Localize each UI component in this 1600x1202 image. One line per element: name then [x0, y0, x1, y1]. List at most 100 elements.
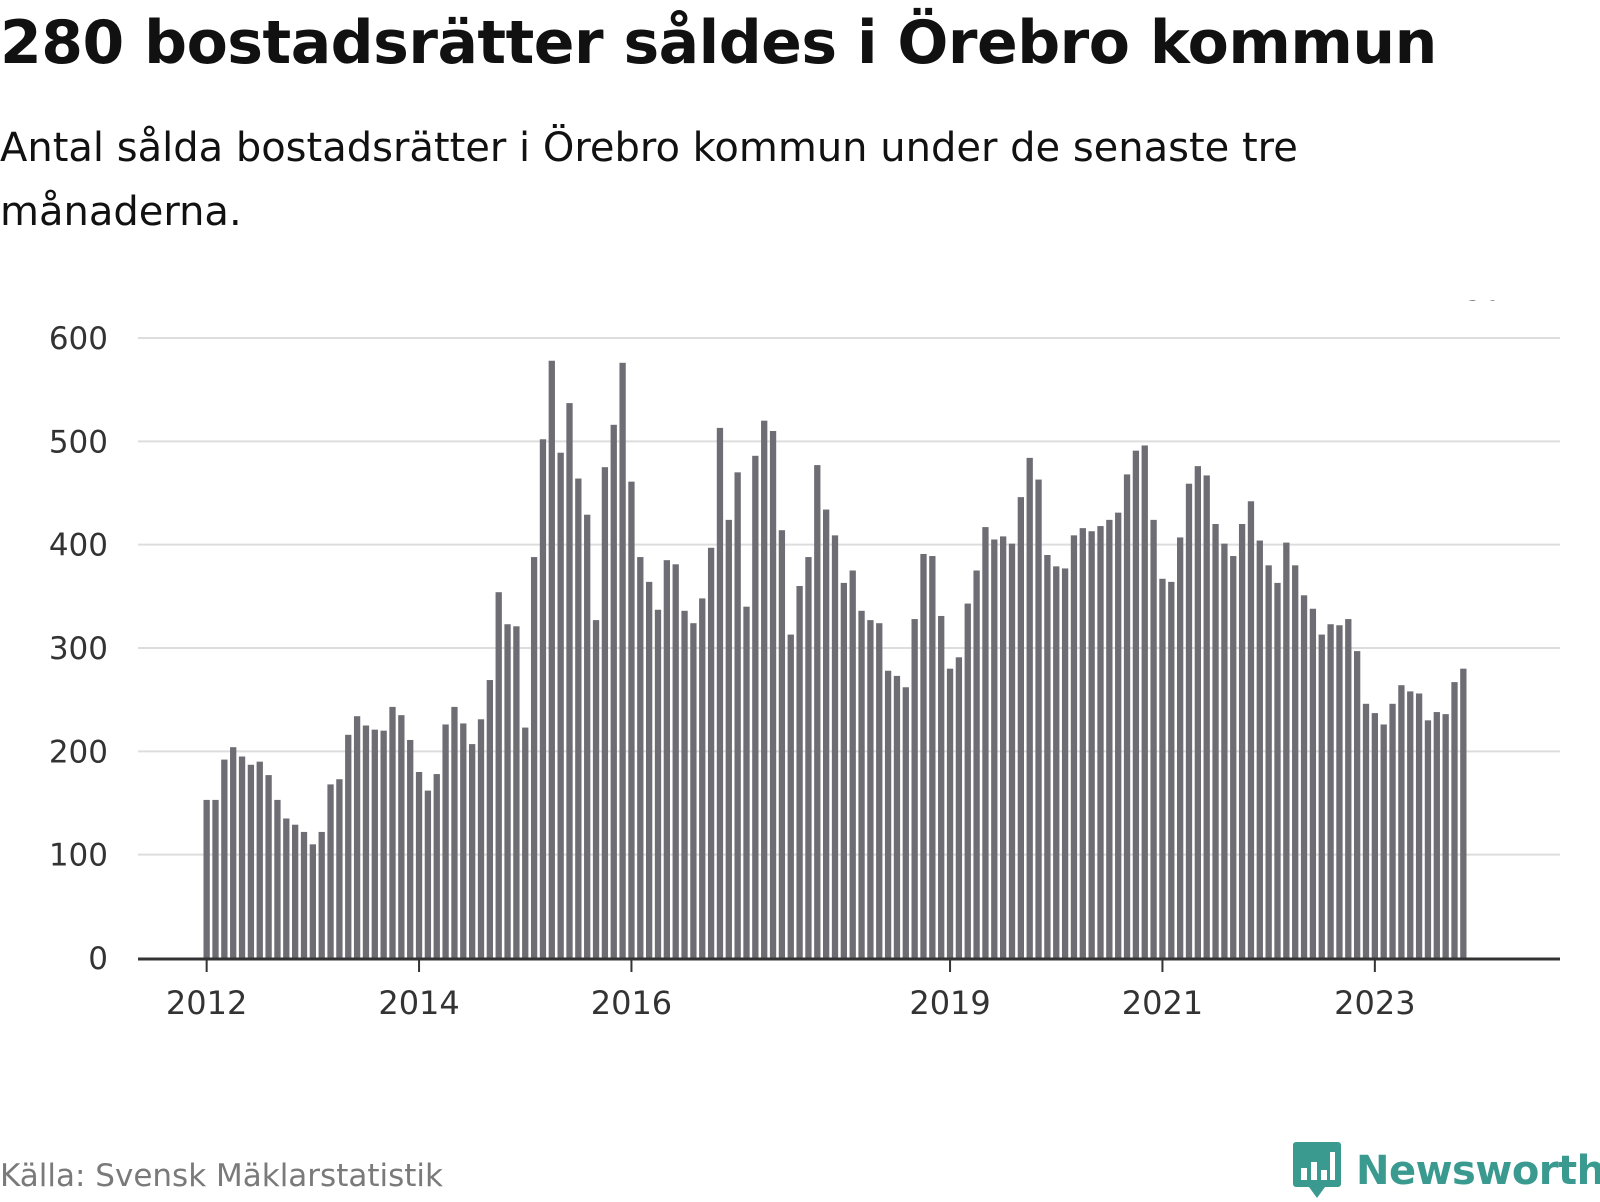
bar — [318, 831, 325, 958]
bar — [840, 582, 847, 958]
bars — [203, 360, 1467, 959]
bar — [1327, 624, 1334, 958]
bar — [557, 452, 564, 958]
bar — [300, 831, 308, 958]
bar — [566, 403, 573, 959]
bar — [283, 818, 290, 958]
bar — [212, 799, 219, 958]
bar — [353, 716, 361, 958]
bar — [1185, 483, 1193, 958]
bar — [504, 624, 511, 958]
bar — [1265, 565, 1272, 958]
bar — [1203, 475, 1210, 958]
bar — [238, 756, 246, 958]
bar — [681, 610, 688, 958]
bar — [495, 592, 502, 958]
bar — [1000, 536, 1007, 958]
bar — [548, 360, 555, 958]
y-axis-ticks: 0 100 200 300 400 500 600 — [49, 321, 108, 977]
bar — [203, 799, 210, 958]
bar — [1230, 556, 1237, 958]
bar — [1309, 608, 1317, 958]
bar — [610, 424, 617, 958]
bar — [1026, 457, 1033, 958]
bar — [867, 620, 874, 958]
bar — [1389, 703, 1396, 958]
x-tick-label: 2014 — [378, 984, 459, 1022]
brand-logo: Newsworthy — [1292, 1140, 1600, 1202]
bar — [654, 609, 662, 958]
bar — [1123, 474, 1131, 958]
bar — [1247, 501, 1255, 958]
bar — [247, 764, 255, 958]
bar — [407, 739, 414, 958]
bar — [619, 362, 626, 958]
bar — [362, 725, 370, 958]
bar — [858, 610, 865, 958]
bar — [752, 455, 759, 958]
bar — [1008, 543, 1016, 958]
y-tick-label: 300 — [49, 631, 108, 667]
bar — [734, 472, 741, 958]
bar — [831, 535, 839, 958]
bar — [920, 553, 927, 958]
bar — [460, 723, 467, 958]
bar — [601, 467, 609, 958]
bar — [690, 623, 697, 958]
bar — [1318, 634, 1325, 958]
bar — [1212, 524, 1219, 958]
bar — [1088, 531, 1095, 958]
bar — [451, 706, 458, 958]
y-tick-label: 600 — [49, 321, 108, 357]
bar — [1159, 578, 1166, 958]
bar — [699, 598, 706, 958]
bar — [1283, 542, 1290, 958]
bar — [964, 603, 971, 958]
y-tick-label: 200 — [49, 734, 108, 770]
bar — [1070, 535, 1078, 958]
bar — [345, 734, 352, 958]
bar — [1451, 682, 1458, 958]
bar — [327, 784, 334, 958]
bar — [256, 761, 263, 958]
bar — [646, 581, 653, 958]
bar — [1380, 724, 1387, 958]
bar — [849, 570, 856, 958]
bar — [1292, 565, 1299, 958]
bar — [1336, 625, 1343, 958]
bar — [477, 719, 485, 958]
bar — [778, 530, 786, 958]
bar — [637, 557, 644, 958]
bar — [584, 514, 591, 958]
bar — [796, 586, 803, 958]
bar — [424, 790, 432, 958]
bar — [1017, 497, 1024, 958]
bar — [433, 774, 440, 958]
bar — [628, 481, 635, 958]
bar — [1424, 720, 1432, 958]
y-tick-label: 400 — [49, 528, 108, 564]
bar — [592, 620, 600, 958]
bar — [442, 724, 449, 958]
bar — [309, 844, 316, 958]
bar — [1238, 524, 1246, 958]
bar — [530, 557, 538, 958]
bar — [1035, 479, 1042, 958]
x-axis-ticks: 2012 2014 2016 2019 2021 2023 — [166, 959, 1416, 1022]
bar — [1061, 568, 1069, 958]
chart-subtitle: Antal sålda bostadsrätter i Örebro kommu… — [0, 125, 1298, 235]
bar — [1442, 714, 1449, 958]
bar — [814, 465, 821, 958]
source-note: Källa: Svensk Mäklarstatistik — [0, 1158, 443, 1194]
bar — [787, 634, 794, 958]
bar — [1274, 582, 1281, 958]
x-tick-label: 2021 — [1122, 984, 1203, 1022]
bar — [876, 623, 883, 958]
bar — [1177, 537, 1184, 958]
bar — [469, 744, 476, 958]
bar — [1079, 528, 1086, 958]
bar — [1407, 691, 1414, 958]
bar — [380, 730, 387, 958]
bar — [946, 668, 954, 958]
bar — [982, 527, 989, 958]
